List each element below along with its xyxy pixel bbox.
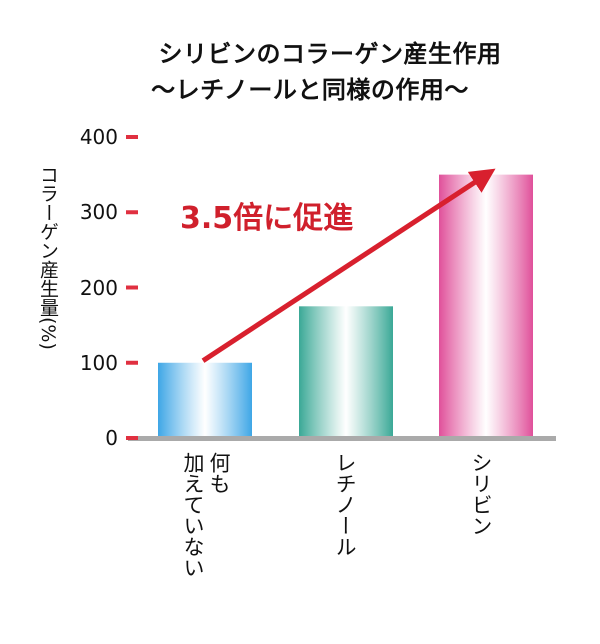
y-tick-label: 200 bbox=[79, 275, 118, 300]
y-tick-mark bbox=[126, 135, 138, 139]
y-tick-mark bbox=[126, 285, 138, 290]
y-tick-mark bbox=[126, 436, 138, 440]
annotation-label: 3.5倍に促進 bbox=[180, 201, 354, 236]
bar-2 bbox=[299, 306, 393, 438]
y-tick-label: 300 bbox=[79, 200, 118, 225]
bar-3 bbox=[439, 174, 533, 438]
x-tick-label: シリビン bbox=[469, 452, 493, 536]
x-tick-label: 何も 加えていない bbox=[181, 452, 231, 578]
y-tick-mark bbox=[126, 360, 138, 365]
x-tick-label: レチノール bbox=[333, 452, 357, 557]
y-tick-mark bbox=[126, 210, 138, 215]
y-axis-label: コラーゲン産生量(%) bbox=[37, 165, 59, 350]
trend-arrow bbox=[201, 168, 496, 363]
x-axis-baseline bbox=[128, 436, 556, 441]
y-tick-label: 100 bbox=[79, 350, 118, 375]
chart-title: シリビンのコラーゲン産生作用 bbox=[158, 40, 502, 68]
chart-subtitle: 〜レチノールと同様の作用〜 bbox=[151, 76, 469, 104]
bar-1 bbox=[158, 362, 252, 438]
y-tick-label: 400 bbox=[79, 125, 118, 149]
y-tick-label: 0 bbox=[105, 426, 118, 450]
